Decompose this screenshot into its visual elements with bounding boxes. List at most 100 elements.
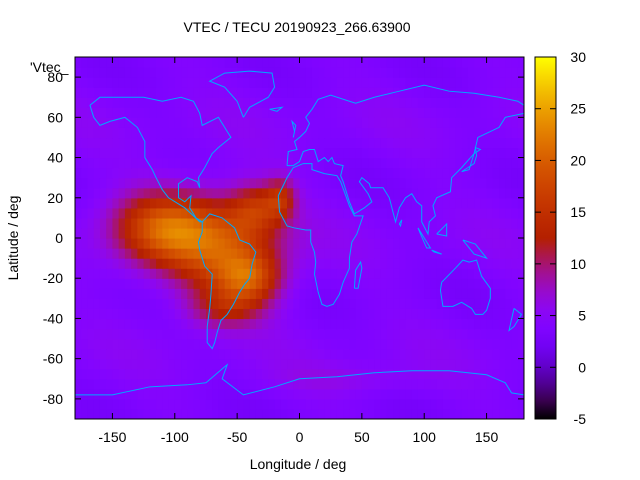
heatmap-cell (280, 217, 288, 229)
heatmap-cell (75, 217, 82, 229)
heatmap-cell (118, 238, 126, 249)
heatmap-cell (311, 227, 319, 239)
heatmap-cell (467, 167, 475, 179)
heatmap-cell (461, 217, 469, 229)
heatmap-cell (237, 147, 244, 159)
heatmap-cell (293, 177, 301, 189)
heatmap-cell (81, 97, 89, 108)
heatmap-cell (237, 268, 244, 279)
heatmap-cell (156, 107, 163, 118)
heatmap-cell (255, 338, 263, 350)
heatmap-cell (467, 77, 475, 88)
heatmap-cell (218, 398, 226, 410)
heatmap-cell (106, 87, 114, 98)
heatmap-cell (399, 207, 407, 219)
heatmap-cell (455, 117, 463, 128)
heatmap-cell (243, 408, 251, 419)
heatmap-cell (280, 87, 288, 98)
heatmap-cell (181, 77, 188, 88)
heatmap-cell (112, 197, 120, 209)
heatmap-cell (168, 318, 176, 330)
heatmap-cell (405, 348, 413, 360)
heatmap-cell (386, 318, 394, 330)
heatmap-cell (181, 177, 188, 189)
heatmap-cell (193, 207, 201, 219)
heatmap-cell (280, 388, 288, 400)
heatmap-cell (268, 127, 276, 139)
heatmap-cell (93, 338, 101, 350)
heatmap-cell (274, 217, 282, 229)
heatmap-cell (305, 268, 313, 279)
heatmap-cell (106, 127, 114, 139)
chart-title: VTEC / TECU 20190923_266.63900 (183, 19, 410, 35)
colorbar-tick-label: 5 (578, 308, 586, 324)
heatmap-cell (343, 378, 350, 390)
coastline (462, 239, 489, 260)
heatmap-cell (455, 127, 463, 139)
heatmap-cell (99, 288, 107, 299)
heatmap-cell (218, 217, 226, 229)
heatmap-cell (87, 258, 95, 269)
heatmap-cell (324, 167, 332, 179)
heatmap-cell (455, 227, 463, 239)
heatmap-cell (517, 207, 524, 219)
heatmap-cell (511, 157, 519, 169)
heatmap-cell (268, 227, 276, 239)
heatmap-cell (262, 238, 269, 249)
heatmap-cell (237, 278, 244, 289)
heatmap-cell (137, 167, 145, 179)
y-axis-label: Latitude / deg (5, 196, 21, 281)
heatmap-cell (417, 217, 425, 229)
heatmap-cell (349, 167, 357, 179)
heatmap-cell (75, 368, 82, 380)
heatmap-cell (324, 137, 332, 149)
heatmap-cell (299, 67, 307, 78)
heatmap-cell (224, 288, 232, 299)
heatmap-cell (143, 338, 151, 350)
heatmap-cell (99, 308, 107, 320)
heatmap-cell (455, 97, 463, 108)
heatmap-cell (399, 187, 407, 199)
heatmap-cell (336, 358, 344, 370)
heatmap-cell (449, 67, 457, 78)
heatmap-cell (87, 207, 95, 219)
heatmap-cell (417, 278, 425, 289)
heatmap-cell (517, 177, 524, 189)
heatmap-cell (386, 258, 394, 269)
heatmap-cell (187, 398, 195, 410)
heatmap-cell (430, 408, 438, 419)
heatmap-cell (255, 147, 263, 159)
heatmap-cell (386, 177, 394, 189)
heatmap-cell (361, 187, 369, 199)
heatmap-cell (324, 157, 332, 169)
heatmap-cell (255, 308, 263, 320)
heatmap-cell (230, 117, 238, 128)
heatmap-cell (212, 97, 220, 108)
heatmap-cell (106, 167, 114, 179)
heatmap-cell (156, 207, 163, 219)
heatmap-cell (199, 227, 207, 239)
heatmap-cell (112, 207, 120, 219)
heatmap-cell (517, 318, 524, 330)
heatmap-cell (505, 157, 513, 169)
heatmap-cell (486, 348, 494, 360)
heatmap-cell (355, 207, 363, 219)
heatmap-cell (99, 318, 107, 330)
heatmap-cell (181, 358, 188, 370)
heatmap-cell (492, 77, 500, 88)
heatmap-cell (436, 207, 444, 219)
heatmap-cell (106, 177, 114, 189)
heatmap-cell (293, 258, 301, 269)
heatmap-cell (218, 57, 226, 68)
heatmap-cell (486, 338, 494, 350)
heatmap-cell (436, 338, 444, 350)
heatmap-cell (355, 248, 363, 259)
heatmap-cell (87, 67, 95, 78)
heatmap-cell (162, 238, 170, 249)
heatmap-cell (268, 207, 276, 219)
heatmap-cell (293, 57, 301, 68)
heatmap-cell (280, 408, 288, 419)
heatmap-cell (486, 117, 494, 128)
heatmap-cell (374, 197, 382, 209)
heatmap-cell (243, 227, 251, 239)
